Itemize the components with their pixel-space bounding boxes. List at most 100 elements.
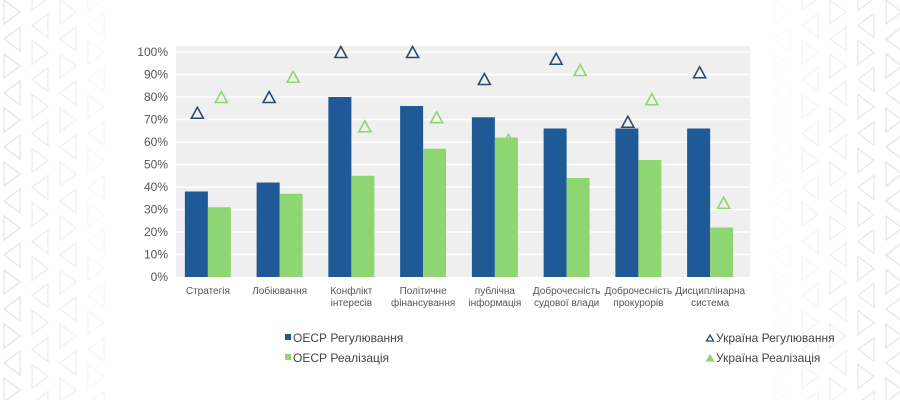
decorative-triangle: [30, 120, 49, 147]
decorative-triangle: [59, 214, 78, 242]
legend-item: ОЕСР Реалізація: [285, 351, 389, 365]
marker-ukraine-implementation: [572, 62, 588, 77]
bar-oecd-implementation: [566, 178, 590, 277]
decorative-triangle: [801, 255, 820, 282]
decorative-triangle: [31, 309, 50, 336]
marker-ukraine-regulation: [333, 44, 349, 59]
bar-oecd-implementation: [494, 137, 518, 277]
legend-square-icon: [285, 334, 291, 340]
decorative-triangle: [801, 39, 820, 66]
x-tick-label: Доброчесність: [533, 285, 600, 297]
decorative-triangle: [856, 66, 875, 93]
decorative-triangle: [3, 0, 22, 26]
x-tick-label: прокурорів: [613, 298, 663, 309]
decorative-triangle: [2, 25, 21, 53]
bar-oecd-implementation: [423, 148, 447, 277]
decorative-triangle: [773, 106, 792, 134]
marker-ukraine-regulation: [620, 114, 636, 129]
decorative-triangle: [800, 12, 819, 39]
decorative-triangle: [885, 52, 900, 80]
decorative-triangle: [856, 12, 875, 39]
marker-ukraine-regulation: [405, 44, 420, 59]
decorative-triangle: [2, 241, 21, 269]
decorative-triangle: [828, 79, 847, 107]
x-tick-label: інформація: [468, 297, 521, 309]
decorative-triangle: [59, 0, 78, 26]
decorative-triangle: [829, 268, 848, 296]
decorative-triangle: [857, 201, 876, 228]
x-tick-label: Стратегія: [186, 286, 230, 297]
decorative-triangle: [58, 241, 77, 269]
bar-oecd-implementation: [351, 175, 375, 277]
decorative-triangle: [885, 160, 900, 188]
y-tick-label: 50%: [144, 158, 168, 172]
decorative-triangle: [31, 147, 50, 174]
marker-ukraine-implementation: [501, 132, 516, 147]
decorative-triangle: [856, 228, 875, 255]
y-tick-label: 40%: [144, 180, 168, 194]
decorative-triangle: [773, 376, 792, 400]
bar-oecd-regulation: [184, 191, 208, 277]
decorative-triangle: [856, 174, 875, 201]
marker-ukraine-implementation: [716, 195, 731, 210]
marker-ukraine-regulation: [692, 65, 707, 79]
decorative-triangle: [773, 160, 792, 188]
decorative-triangle: [828, 241, 847, 269]
marker-ukraine-regulation: [477, 71, 492, 86]
decorative-triangle: [857, 147, 876, 174]
marker-ukraine-regulation: [548, 51, 564, 66]
marker-ukraine-implementation: [429, 110, 444, 124]
x-tick-label: публічна: [475, 285, 516, 297]
decorative-triangle: [87, 93, 106, 120]
marker-ukraine-implementation: [214, 89, 229, 104]
decorative-triangle: [884, 81, 900, 105]
decorative-triangle: [885, 214, 900, 242]
marker-ukraine-implementation: [285, 69, 301, 84]
decorative-triangle: [86, 228, 105, 255]
decorative-triangle: [828, 133, 847, 161]
y-axis: 0% 10% 20% 30% 40% 50% 60% 70% 80% 90% 100%: [137, 45, 168, 284]
decorative-triangle: [35, 390, 49, 400]
bar-oecd-implementation: [279, 193, 303, 277]
decorative-triangle: [87, 255, 106, 282]
y-tick-label: 60%: [144, 135, 168, 149]
decorative-triangle: [86, 12, 105, 39]
decorative-triangle: [773, 0, 792, 26]
legend-label: ОЕСР Регулювання: [293, 331, 403, 345]
decorative-triangle: [87, 201, 106, 228]
y-tick-label: 80%: [144, 90, 168, 104]
decorative-triangle: [58, 79, 77, 107]
decorative-triangle: [86, 120, 105, 147]
legend: ОЕСР Регулювання Україна Регулювання ОЕСР …: [285, 331, 835, 365]
decorative-triangle: [31, 0, 48, 12]
decorative-triangle: [856, 336, 875, 363]
marker-ukraine-regulation: [261, 89, 277, 104]
decorative-triangle: [829, 0, 848, 26]
decorative-triangle: [885, 268, 900, 296]
bar-oecd-regulation: [471, 117, 495, 277]
bar-oecd-implementation: [638, 160, 662, 277]
decorative-triangle: [86, 174, 105, 201]
legend-item: ОЕСР Регулювання: [285, 331, 403, 345]
bars: [184, 97, 734, 277]
decorative-triangle: [773, 322, 792, 350]
decorative-triangle: [30, 336, 49, 363]
legend-square-icon: [285, 354, 291, 360]
decorative-triangle: [59, 322, 78, 350]
decorative-triangle: [3, 214, 22, 242]
decorative-triangle: [59, 376, 78, 400]
decorative-triangle: [2, 187, 21, 215]
decorative-triangle: [86, 66, 105, 93]
decorative-triangle: [3, 52, 22, 80]
decorative-triangle: [884, 243, 900, 267]
legend-item: Україна Реалізація: [705, 351, 820, 365]
decorative-triangle: [857, 363, 876, 390]
decorative-triangle: [3, 268, 22, 296]
decorative-triangle: [773, 214, 792, 242]
decorative-triangle: [31, 201, 50, 228]
decorative-triangle: [800, 174, 819, 201]
decorative-triangle: [772, 79, 791, 107]
x-tick-label: Доброчесність: [605, 285, 672, 297]
decorative-triangle: [58, 187, 77, 215]
decorative-triangle: [3, 376, 22, 400]
